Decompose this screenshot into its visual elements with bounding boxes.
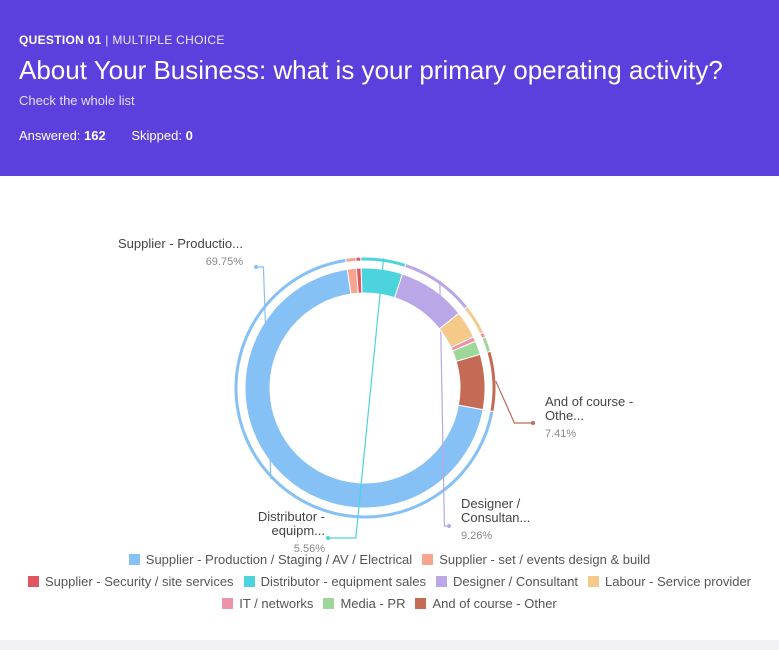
callout-percent: 7.41% <box>545 428 576 440</box>
callout-dot <box>447 524 451 528</box>
legend-label: Supplier - Security / site services <box>44 574 234 589</box>
callout-dot <box>531 421 535 425</box>
legend-item[interactable]: And of course - Other <box>415 596 557 611</box>
legend-item[interactable]: Supplier - Security / site services <box>27 574 234 589</box>
legend-swatch <box>588 576 600 587</box>
donut-outer-ring-segment <box>482 337 491 352</box>
callout-label: Distributor - <box>258 509 325 524</box>
callout-line <box>328 258 385 539</box>
callout-label: And of course - <box>545 394 633 409</box>
donut-chart: Supplier - Productio... 69.75% Distributor… <box>118 236 633 555</box>
legend-item[interactable]: Distributor - equipment sales <box>243 574 427 589</box>
legend-row: Supplier - Security / site services Distr… <box>0 574 779 596</box>
question-meta: QUESTION 01 | MULTIPLE CHOICE <box>19 33 225 47</box>
donut-outer-ring-segment <box>234 259 494 519</box>
legend-label: Designer / Consultant <box>453 574 579 589</box>
legend-label: Media - PR <box>340 596 406 611</box>
callout-label: Consultan... <box>461 510 530 525</box>
legend-swatch <box>222 598 234 609</box>
callout-line <box>495 381 533 424</box>
legend-item[interactable]: Labour - Service provider <box>588 574 751 589</box>
legend-item[interactable]: IT / networks <box>222 596 313 611</box>
legend-label: Supplier - set / events design & build <box>439 552 651 567</box>
skipped-count: 0 <box>185 128 193 143</box>
donut-slice[interactable] <box>455 353 486 411</box>
question-title: About Your Business: what is your primar… <box>19 55 723 85</box>
answered-count: 162 <box>84 128 106 143</box>
callout-dot <box>326 536 330 540</box>
legend-swatch <box>422 554 434 565</box>
legend-swatch <box>243 576 255 587</box>
chart-legend: Supplier - Production / Staging / AV / E… <box>0 552 779 618</box>
question-subtitle: Check the whole list <box>19 93 135 108</box>
legend-label: And of course - Other <box>432 596 557 611</box>
callout-label: Othe... <box>545 408 584 423</box>
skipped-label: Skipped: <box>131 128 182 143</box>
answered-label: Answered: <box>19 128 81 143</box>
legend-label: IT / networks <box>239 596 314 611</box>
legend-swatch <box>323 598 335 609</box>
donut-outer-ring-segment <box>487 351 496 412</box>
donut-outer-ring-segment <box>346 257 356 262</box>
callout-label: Designer / <box>461 496 521 511</box>
legend-label: Labour - Service provider <box>605 574 752 589</box>
legend-item[interactable]: Supplier - set / events design & build <box>422 552 650 567</box>
legend-swatch <box>27 576 39 587</box>
bottom-strip <box>0 640 779 650</box>
legend-swatch <box>128 554 140 565</box>
legend-swatch <box>415 598 427 609</box>
legend-item[interactable]: Media - PR <box>323 596 405 611</box>
skipped-stat: Skipped: 0 <box>131 128 192 143</box>
callout-label: equipm... <box>272 523 325 538</box>
legend-row: Supplier - Production / Staging / AV / E… <box>0 552 779 574</box>
legend-row: IT / networks Media - PR And of course - O… <box>0 596 779 618</box>
question-number: QUESTION 01 <box>19 33 102 47</box>
legend-label: Distributor - equipment sales <box>260 574 427 589</box>
callout-percent: 69.75% <box>206 256 244 268</box>
callout-percent: 5.56% <box>294 543 325 555</box>
legend-label: Supplier - Production / Staging / AV / E… <box>145 552 413 567</box>
legend-swatch <box>436 576 448 587</box>
callout-dot <box>254 265 258 269</box>
response-stats: Answered: 162 Skipped: 0 <box>19 128 215 143</box>
legend-item[interactable]: Supplier - Production / Staging / AV / E… <box>128 552 413 567</box>
question-header: QUESTION 01 | MULTIPLE CHOICE About Your… <box>0 0 779 176</box>
donut-outer-ring-segment <box>465 307 483 334</box>
donut-slice[interactable] <box>244 268 484 509</box>
callout-percent: 9.26% <box>461 530 492 542</box>
donut-outer-ring-segment <box>405 264 467 309</box>
callout-line <box>256 266 272 480</box>
donut-outer-ring-segment <box>480 332 485 338</box>
meta-separator: | <box>105 33 113 47</box>
legend-item[interactable]: Designer / Consultant <box>436 574 578 589</box>
callout-label: Supplier - Productio... <box>118 236 243 251</box>
answered-stat: Answered: 162 <box>19 128 106 143</box>
question-type: MULTIPLE CHOICE <box>112 33 225 47</box>
